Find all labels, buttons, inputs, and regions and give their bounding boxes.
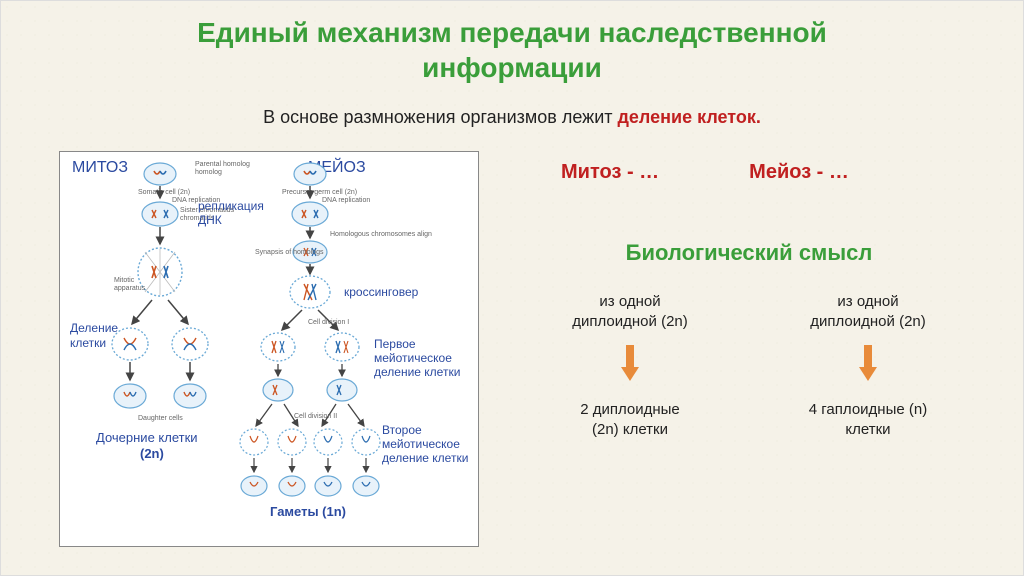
svg-text:Daughter cells: Daughter cells	[138, 415, 183, 422]
replication-label-2: ДНК	[198, 213, 222, 227]
col-mitosis: из одной диплоидной (2n) 2 диплоидные (2…	[525, 292, 735, 439]
mitosis-parent-cell	[144, 163, 176, 185]
col-right-bottom: 4 гаплоидные (n) клетки	[763, 400, 973, 439]
first-meiotic-1: Первое	[374, 337, 416, 351]
meiosis-crossingover-cell	[290, 276, 330, 308]
second-meiotic-3: деление клетки	[382, 451, 468, 465]
tiny-parental: Parental homolog	[195, 161, 250, 168]
meiosis-replicated-cell	[292, 202, 328, 226]
svg-text:Precursor germ cell (2n): Precursor germ cell (2n)	[282, 189, 357, 196]
first-meiotic-2: мейотическое	[374, 351, 452, 365]
second-meiotic-2: мейотическое	[382, 437, 460, 451]
meiosis-intermediate-cells	[263, 379, 357, 401]
col-left-top: из одной диплоидной (2n)	[525, 292, 735, 331]
mitosis-header: МИТОЗ	[72, 159, 128, 176]
daughter-label-1: Дочерние клетки	[96, 430, 198, 445]
meiosis-parent-cell	[294, 163, 326, 185]
col-meiosis: из одной диплоидной (2n) 4 гаплоидные (n…	[763, 292, 973, 439]
mitosis-division-2: клетки	[70, 336, 106, 350]
crossingover-label: кроссинговер	[344, 285, 419, 299]
svg-text:DNA replication: DNA replication	[322, 197, 370, 204]
bio-columns: из одной диплоидной (2n) 2 диплоидные (2…	[511, 292, 987, 439]
diagram-panel: МИТОЗ МЕЙОЗ Parental homolog homolog Som…	[59, 151, 479, 547]
subtitle-red: деление клеток.	[618, 107, 761, 127]
svg-text:Somatic cell (2n): Somatic cell (2n)	[138, 189, 190, 196]
arrow-down-icon	[619, 343, 641, 383]
title-line1: Единый механизм передачи наследственной	[197, 17, 827, 48]
subtitle: В основе размножения организмов лежит де…	[1, 107, 1023, 128]
svg-text:Cell division I: Cell division I	[308, 319, 349, 326]
meiosis-div2-cells	[240, 429, 380, 455]
subtitle-black: В основе размножения организмов лежит	[263, 107, 617, 127]
first-meiotic-3: деление клетки	[374, 365, 460, 379]
cell-division-diagram: МИТОЗ МЕЙОЗ Parental homolog homolog Som…	[60, 152, 478, 546]
col-right-top: из одной диплоидной (2n)	[763, 292, 973, 331]
page-title: Единый механизм передачи наследственной …	[1, 1, 1023, 85]
terms-row: Митоз - … Мейоз - …	[511, 161, 987, 184]
mitosis-replicated-cell	[142, 202, 178, 226]
term-meiosis: Мейоз - …	[749, 161, 849, 184]
arrow-down-icon	[857, 343, 879, 383]
title-line2: информации	[422, 52, 602, 83]
svg-text:homolog: homolog	[195, 169, 222, 176]
svg-text:Homologous chromosomes align: Homologous chromosomes align	[330, 231, 432, 238]
svg-text:Synapsis of homologs: Synapsis of homologs	[255, 249, 324, 256]
replication-label-1: репликация	[198, 199, 264, 213]
bio-meaning-title: Биологический смысл	[511, 240, 987, 266]
term-mitosis: Митоз - …	[561, 161, 659, 184]
mitosis-daughter-cells	[114, 384, 206, 408]
meiosis-gametes	[241, 476, 379, 496]
svg-text:Cell division II: Cell division II	[294, 413, 337, 420]
second-meiotic-1: Второе	[382, 423, 422, 437]
mitosis-dividing-cells	[112, 328, 208, 360]
svg-text:Mitotic: Mitotic	[114, 277, 135, 284]
gametes-label: Гаметы (1n)	[270, 504, 346, 519]
mitosis-division-1: Деление	[70, 321, 118, 335]
meiosis-div1-cells	[261, 333, 359, 361]
svg-text:apparatus: apparatus	[114, 285, 146, 292]
right-panel: Митоз - … Мейоз - … Биологический смысл …	[511, 161, 987, 439]
daughter-label-2: (2n)	[140, 446, 164, 461]
col-left-bottom: 2 диплоидные (2n) клетки	[525, 400, 735, 439]
